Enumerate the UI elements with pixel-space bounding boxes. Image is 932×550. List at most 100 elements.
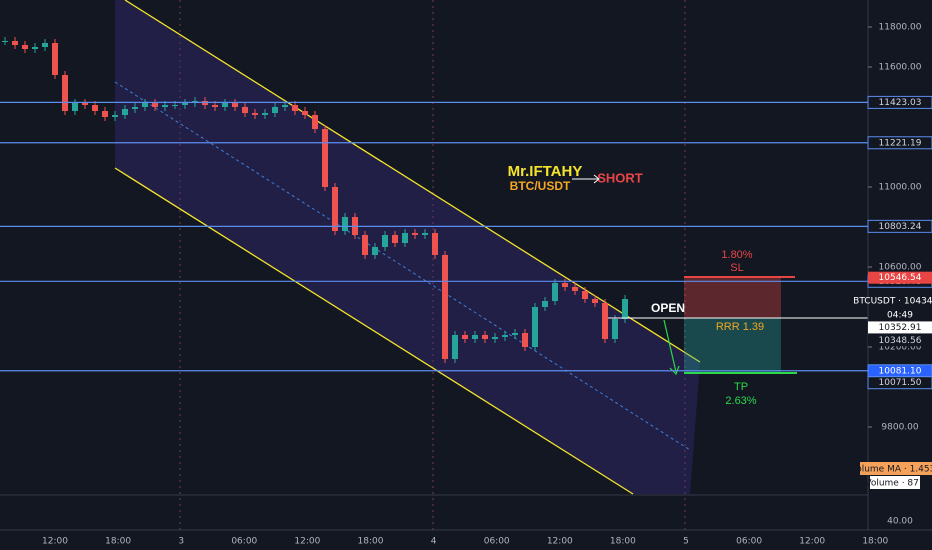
y-tick-label: 11600.00: [879, 63, 922, 73]
candle: [102, 111, 108, 117]
candle: [142, 103, 148, 107]
candle: [242, 107, 248, 113]
candle: [302, 111, 308, 115]
x-tick-label: 12:00: [42, 537, 68, 547]
candle: [72, 103, 78, 111]
price-badge: [867, 376, 932, 390]
symbol-label: BTCUSDT · 10434.41: [853, 297, 932, 307]
sl-label: SL: [730, 262, 743, 274]
candle: [592, 299, 598, 303]
candle: [172, 105, 178, 106]
level-label: 11423.03: [879, 98, 922, 108]
day-separators: [179, 0, 686, 530]
level-label: 11221.19: [879, 138, 922, 148]
candle: [432, 233, 438, 255]
candle: [312, 115, 318, 129]
price-badge: [868, 271, 932, 284]
tp-zone: [684, 318, 781, 373]
candle: [512, 333, 518, 335]
channel-upper: [124, 0, 701, 363]
y-tick-label: 10600.00: [879, 263, 922, 273]
candle: [182, 103, 188, 105]
y-tick-label: 11800.00: [879, 23, 922, 33]
x-tick-label: 06:00: [736, 537, 762, 547]
candle: [612, 319, 618, 339]
candle: [62, 75, 68, 111]
volume-tick-label: 40.00: [887, 517, 913, 527]
volume-ma-badge: [860, 462, 932, 475]
sl-zone: [684, 277, 781, 318]
candle: [422, 233, 428, 235]
candle: [2, 41, 8, 42]
candle: [332, 187, 338, 231]
level-badge: [867, 95, 932, 109]
price-badge: [868, 334, 932, 347]
candle: [542, 301, 548, 307]
candle: [412, 233, 418, 235]
candle: [272, 107, 278, 113]
candle: [262, 113, 268, 115]
x-tick-label: 4: [431, 537, 437, 547]
candle: [112, 115, 118, 117]
x-tick-label: 12:00: [547, 537, 573, 547]
candle: [402, 233, 408, 243]
level-label: 10803.24: [879, 222, 922, 232]
pair: BTC/USDT: [510, 179, 571, 193]
x-tick-label: 18:00: [105, 537, 131, 547]
candle: [342, 217, 348, 231]
candle: [362, 235, 368, 255]
plot: [2, 37, 628, 363]
candle: [52, 43, 58, 75]
price-label: 10352.91: [879, 323, 922, 333]
candle: [322, 129, 328, 187]
candle: [472, 335, 478, 339]
x-tick-label: 06:00: [484, 537, 510, 547]
price-label: 10071.50: [879, 378, 922, 388]
candle: [32, 47, 38, 49]
x-tick-label: 3: [178, 537, 184, 547]
candle: [452, 335, 458, 359]
tp-label: TP: [734, 381, 748, 393]
candle: [462, 335, 468, 339]
candle: [532, 307, 538, 347]
level-label: 10081.10: [879, 366, 922, 376]
candle: [92, 105, 98, 111]
candle: [622, 299, 628, 319]
volume-ma-label: Volume MA · 1.453K: [851, 465, 932, 475]
open-arrow: [663, 319, 677, 373]
candle: [372, 247, 378, 255]
price-badge: [868, 321, 932, 334]
price-label: 10546.54: [879, 273, 922, 283]
candle: [552, 283, 558, 301]
volume-label: Volume · 871: [865, 479, 924, 489]
candle: [442, 255, 448, 359]
x-tick-label: 12:00: [799, 537, 825, 547]
price-label: 10348.56: [879, 336, 922, 346]
x-tick-label: 18:00: [610, 537, 636, 547]
candle: [122, 109, 128, 115]
candle: [482, 335, 488, 339]
rrr: RRR 1.39: [716, 321, 764, 333]
candle: [492, 337, 498, 339]
candle: [222, 103, 228, 107]
candle: [502, 335, 508, 337]
candle: [382, 235, 388, 247]
candle: [12, 41, 18, 45]
channel-lower: [114, 167, 634, 495]
direction: SHORT: [597, 170, 643, 185]
y-tick-label: 11000.00: [879, 183, 922, 193]
candle: [22, 45, 28, 49]
sl-pct: 1.80%: [721, 249, 752, 261]
candle: [212, 105, 218, 107]
level-badge: [867, 136, 932, 150]
candle: [252, 113, 258, 115]
x-tick-label: 18:00: [862, 537, 888, 547]
candle: [202, 101, 208, 105]
candle: [42, 43, 48, 47]
x-tick-label: 12:00: [294, 537, 320, 547]
volume-badge: [870, 476, 920, 489]
candle: [572, 287, 578, 291]
candle: [392, 235, 398, 243]
y-tick-label: 10200.00: [879, 343, 922, 353]
